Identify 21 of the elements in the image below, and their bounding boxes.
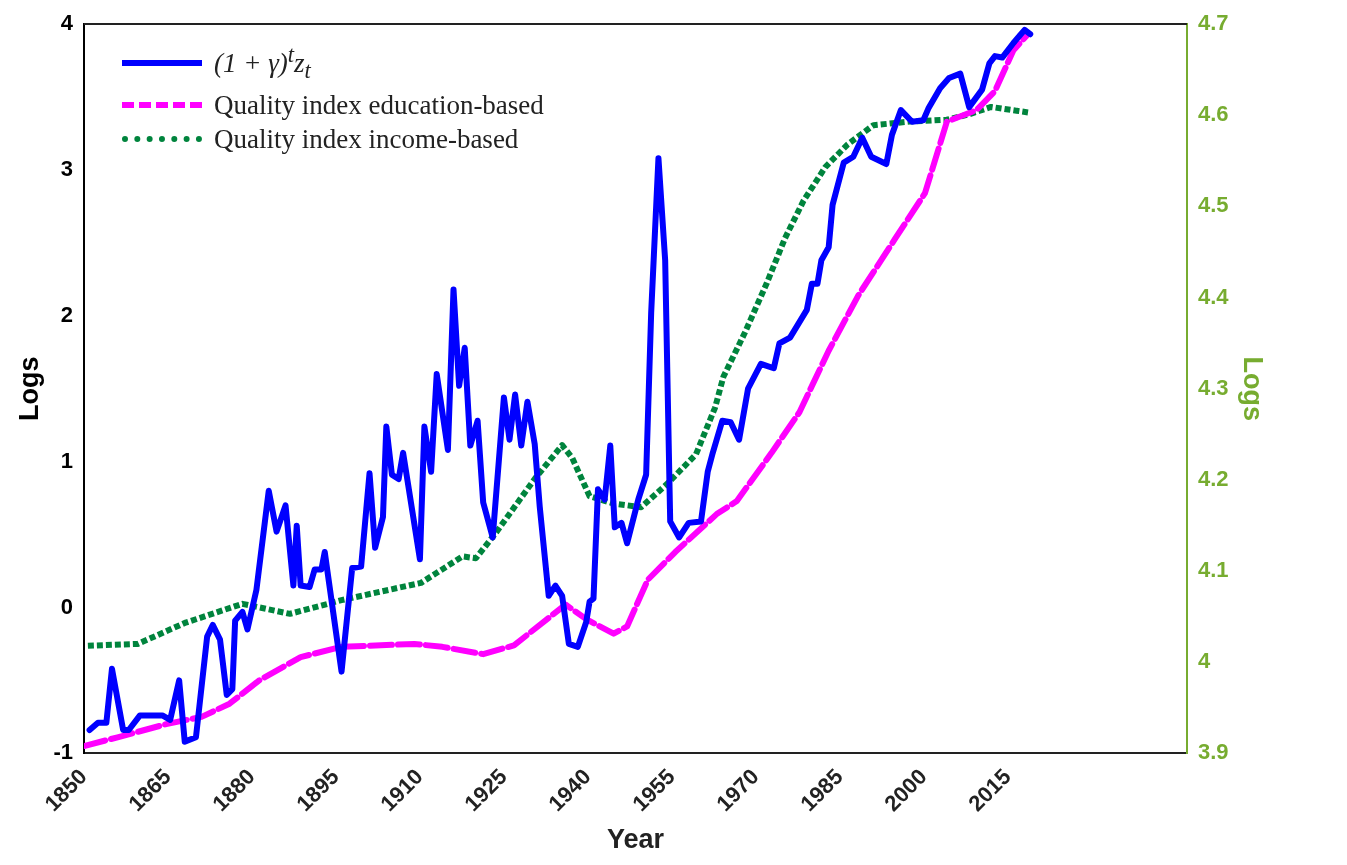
legend-label: Quality index education-based bbox=[213, 89, 544, 123]
y-tick-label: 3 bbox=[60, 155, 73, 181]
y2-tick-label: 4 bbox=[1198, 648, 1212, 674]
legend-label: (1 + γ)$^{t}$z$_{t}$ bbox=[213, 41, 311, 86]
legend-label: Quality index income-based bbox=[213, 123, 519, 157]
y2-tick-label: 4.2 bbox=[1198, 465, 1229, 491]
y-tick-label: -1 bbox=[53, 739, 73, 765]
x-axis-title: Year bbox=[606, 824, 665, 855]
y-tick-label: 2 bbox=[60, 301, 73, 327]
y2-tick-label: 4.3 bbox=[1198, 374, 1229, 400]
y2-tick-label: 4.6 bbox=[1198, 101, 1229, 127]
y-tick-label: 0 bbox=[60, 593, 73, 619]
y2-tick-label: 4.1 bbox=[1198, 557, 1229, 583]
y-tick-label: 4 bbox=[60, 10, 74, 36]
y-tick-label: 1 bbox=[60, 447, 73, 473]
y2-tick-label: 4.4 bbox=[1198, 283, 1230, 309]
y2-tick-label: 3.9 bbox=[1198, 739, 1229, 765]
y2-tick-label: 4.7 bbox=[1198, 10, 1229, 36]
y2-axis-title: Logs bbox=[1238, 356, 1269, 421]
y-axis-title: Logs bbox=[13, 356, 44, 421]
y2-tick-label: 4.5 bbox=[1198, 192, 1229, 218]
